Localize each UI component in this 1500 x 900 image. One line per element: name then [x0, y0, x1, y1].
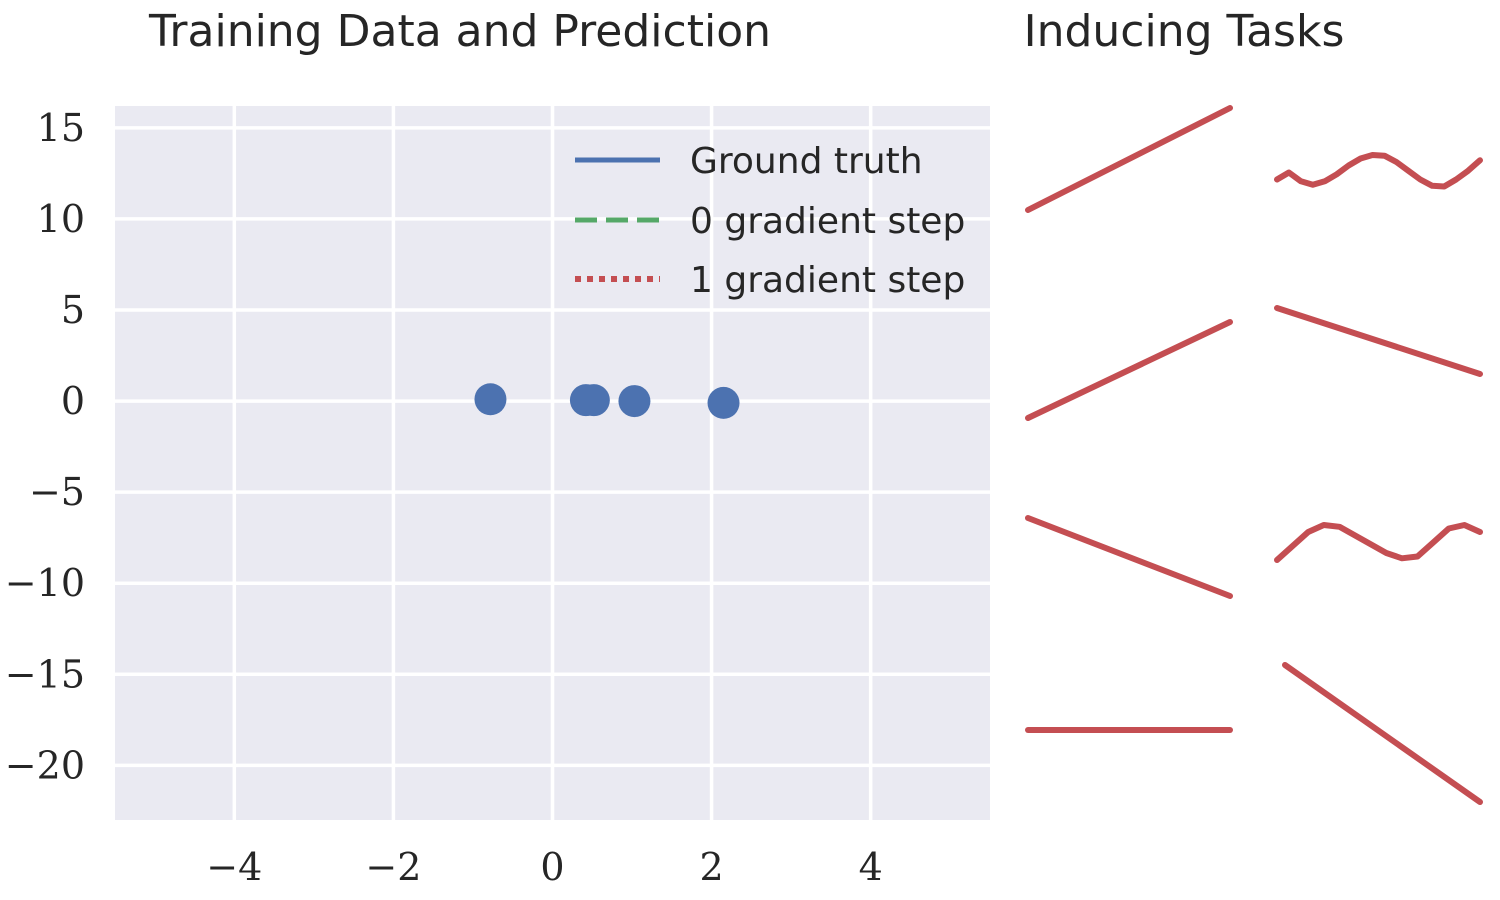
inducing-task-line — [1025, 319, 1233, 421]
right-chart-title: Inducing Tasks — [1024, 6, 1345, 57]
y-tick-label: 15 — [37, 106, 85, 150]
x-tick-label: −2 — [365, 845, 421, 889]
left-chart-title: Training Data and Prediction — [148, 6, 771, 57]
x-tick-labels: −4 −2 0 2 4 — [206, 845, 882, 889]
data-point — [707, 386, 740, 419]
y-tick-label: −5 — [29, 470, 85, 514]
y-tick-label: −15 — [5, 652, 85, 696]
inducing-task-line — [1282, 662, 1483, 805]
x-tick-label: 0 — [540, 845, 564, 889]
y-tick-label: −20 — [5, 743, 85, 787]
y-tick-label: 0 — [61, 379, 85, 423]
legend-label-0-gradient-step: 0 gradient step — [690, 201, 965, 242]
x-tick-label: 4 — [859, 845, 883, 889]
data-point — [474, 383, 507, 416]
y-tick-label: −10 — [5, 561, 85, 605]
y-tick-label: 10 — [37, 197, 85, 241]
training-points — [474, 383, 740, 419]
inducing-task-line — [1025, 515, 1233, 599]
inducing-task-line — [1025, 105, 1233, 213]
data-point — [618, 385, 651, 418]
legend-label-1-gradient-step: 1 gradient step — [690, 260, 965, 301]
inducing-task-line — [1274, 522, 1483, 563]
x-tick-label: −4 — [206, 845, 262, 889]
y-tick-labels: 15 10 5 0 −5 −10 −15 −20 — [5, 106, 85, 787]
x-tick-label: 2 — [699, 845, 723, 889]
data-point — [577, 384, 610, 417]
legend-label-ground-truth: Ground truth — [690, 141, 923, 182]
legend: Ground truth 0 gradient step 1 gradient … — [575, 141, 965, 301]
inducing-task-line — [1274, 305, 1483, 377]
inducing-task-lines — [1025, 105, 1483, 805]
inducing-task-line — [1274, 152, 1483, 190]
grid-lines — [115, 106, 990, 820]
y-tick-label: 5 — [61, 288, 85, 332]
